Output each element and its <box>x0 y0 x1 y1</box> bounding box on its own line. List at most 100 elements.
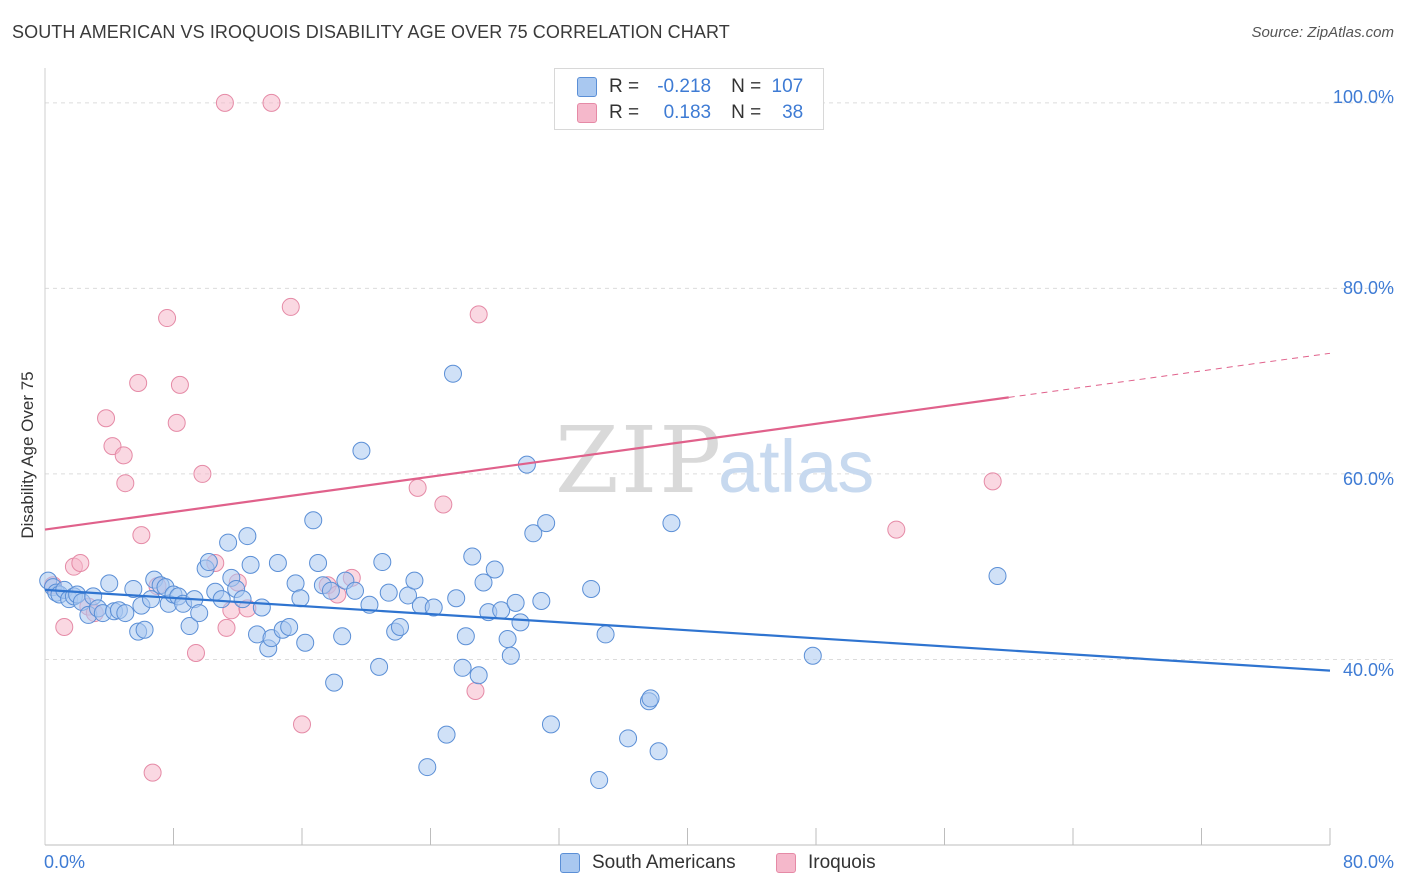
data-point <box>582 579 601 598</box>
data-point <box>506 593 525 612</box>
data-point <box>418 758 437 777</box>
data-point <box>532 592 551 611</box>
data-point <box>373 553 392 572</box>
trend-line-iroquois-extrapolated <box>1008 352 1331 398</box>
legend-item-iroquois[interactable]: Iroquois <box>776 852 876 874</box>
trend-line-south-americans <box>44 588 1331 672</box>
blue-swatch <box>560 853 580 873</box>
legend-label: South Americans <box>592 852 736 873</box>
data-point <box>100 574 119 593</box>
data-point <box>262 93 281 112</box>
data-point <box>142 590 161 609</box>
r-value: -0.218 <box>657 76 712 97</box>
data-point <box>167 413 186 432</box>
r-label: R = <box>609 76 640 97</box>
data-point <box>352 441 371 460</box>
source-credit: Source: ZipAtlas.com <box>1251 24 1394 41</box>
data-point <box>649 742 668 761</box>
x-tick-max: 80.0% <box>1342 852 1394 872</box>
blue-swatch <box>577 77 597 97</box>
data-point <box>443 364 462 383</box>
data-point <box>408 478 427 497</box>
data-point <box>268 553 287 572</box>
data-point <box>116 604 135 623</box>
data-point <box>293 715 311 734</box>
data-point <box>116 474 135 493</box>
y-tick-100: 100.0% <box>1332 87 1394 107</box>
data-point <box>158 309 177 328</box>
data-point <box>170 375 189 394</box>
data-point <box>641 689 660 708</box>
gridlines <box>45 102 1395 660</box>
data-point <box>447 589 466 608</box>
data-point <box>281 297 300 316</box>
data-point <box>390 617 409 636</box>
data-point <box>370 657 389 676</box>
data-point <box>55 617 74 636</box>
data-point <box>180 617 199 636</box>
watermark-atlas: atlas <box>718 425 874 508</box>
data-point <box>309 553 328 572</box>
south-americans-points <box>39 364 1007 790</box>
data-point <box>498 630 517 649</box>
data-point <box>537 514 556 533</box>
data-point <box>233 590 252 609</box>
watermark-zip: ZIP <box>555 407 723 514</box>
y-tick-60: 60.0% <box>1342 469 1394 489</box>
chart-title: SOUTH AMERICAN VS IROQUOIS DISABILITY AG… <box>12 22 730 42</box>
data-point <box>212 590 231 609</box>
r-value: 0.183 <box>663 102 712 123</box>
data-point <box>215 93 234 112</box>
legend-row-iroquois: R = 0.183 N = 38 <box>577 100 803 126</box>
data-point <box>469 305 488 324</box>
data-point <box>379 583 398 602</box>
data-point <box>325 673 344 692</box>
data-point <box>511 613 530 632</box>
data-point <box>252 598 271 617</box>
data-point <box>434 495 453 514</box>
x-tick-min: 0.0% <box>44 852 86 872</box>
watermark: ZIP atlas <box>555 407 874 514</box>
data-point <box>456 627 475 646</box>
data-point <box>346 581 365 600</box>
pink-swatch <box>776 853 796 873</box>
data-point <box>541 715 560 734</box>
data-point <box>304 511 323 530</box>
data-point <box>453 658 472 677</box>
pink-swatch <box>577 103 597 123</box>
data-point <box>803 646 822 665</box>
data-point <box>466 682 485 700</box>
n-label: N = <box>731 102 762 123</box>
data-point <box>405 571 424 590</box>
data-point <box>887 520 906 539</box>
legend-row-south-americans: R = -0.218 N = 107 <box>577 74 803 100</box>
data-point <box>291 589 310 608</box>
data-point <box>333 627 352 646</box>
data-point <box>97 409 116 428</box>
data-point <box>524 524 543 543</box>
correlation-legend: R = -0.218 N = 107 R = 0.183 N = 38 <box>554 68 824 130</box>
data-point <box>596 625 615 644</box>
data-point <box>238 527 257 546</box>
data-point <box>217 618 236 637</box>
data-point <box>321 581 340 600</box>
legend-label: Iroquois <box>808 852 876 873</box>
data-point <box>280 617 299 636</box>
data-point <box>129 374 148 392</box>
n-value: 38 <box>782 102 804 123</box>
data-point <box>399 586 418 605</box>
data-point <box>124 579 143 598</box>
data-point <box>143 763 162 782</box>
axes <box>44 68 1331 846</box>
n-value: 107 <box>771 76 804 97</box>
data-point <box>988 566 1007 585</box>
data-point <box>71 553 90 572</box>
trend-line-iroquois <box>44 396 1009 531</box>
data-point <box>199 553 218 572</box>
data-point <box>469 666 488 685</box>
y-tick-80: 80.0% <box>1342 278 1394 298</box>
r-label: R = <box>609 102 640 123</box>
data-point <box>114 446 133 465</box>
legend-item-south-americans[interactable]: South Americans <box>560 852 736 874</box>
